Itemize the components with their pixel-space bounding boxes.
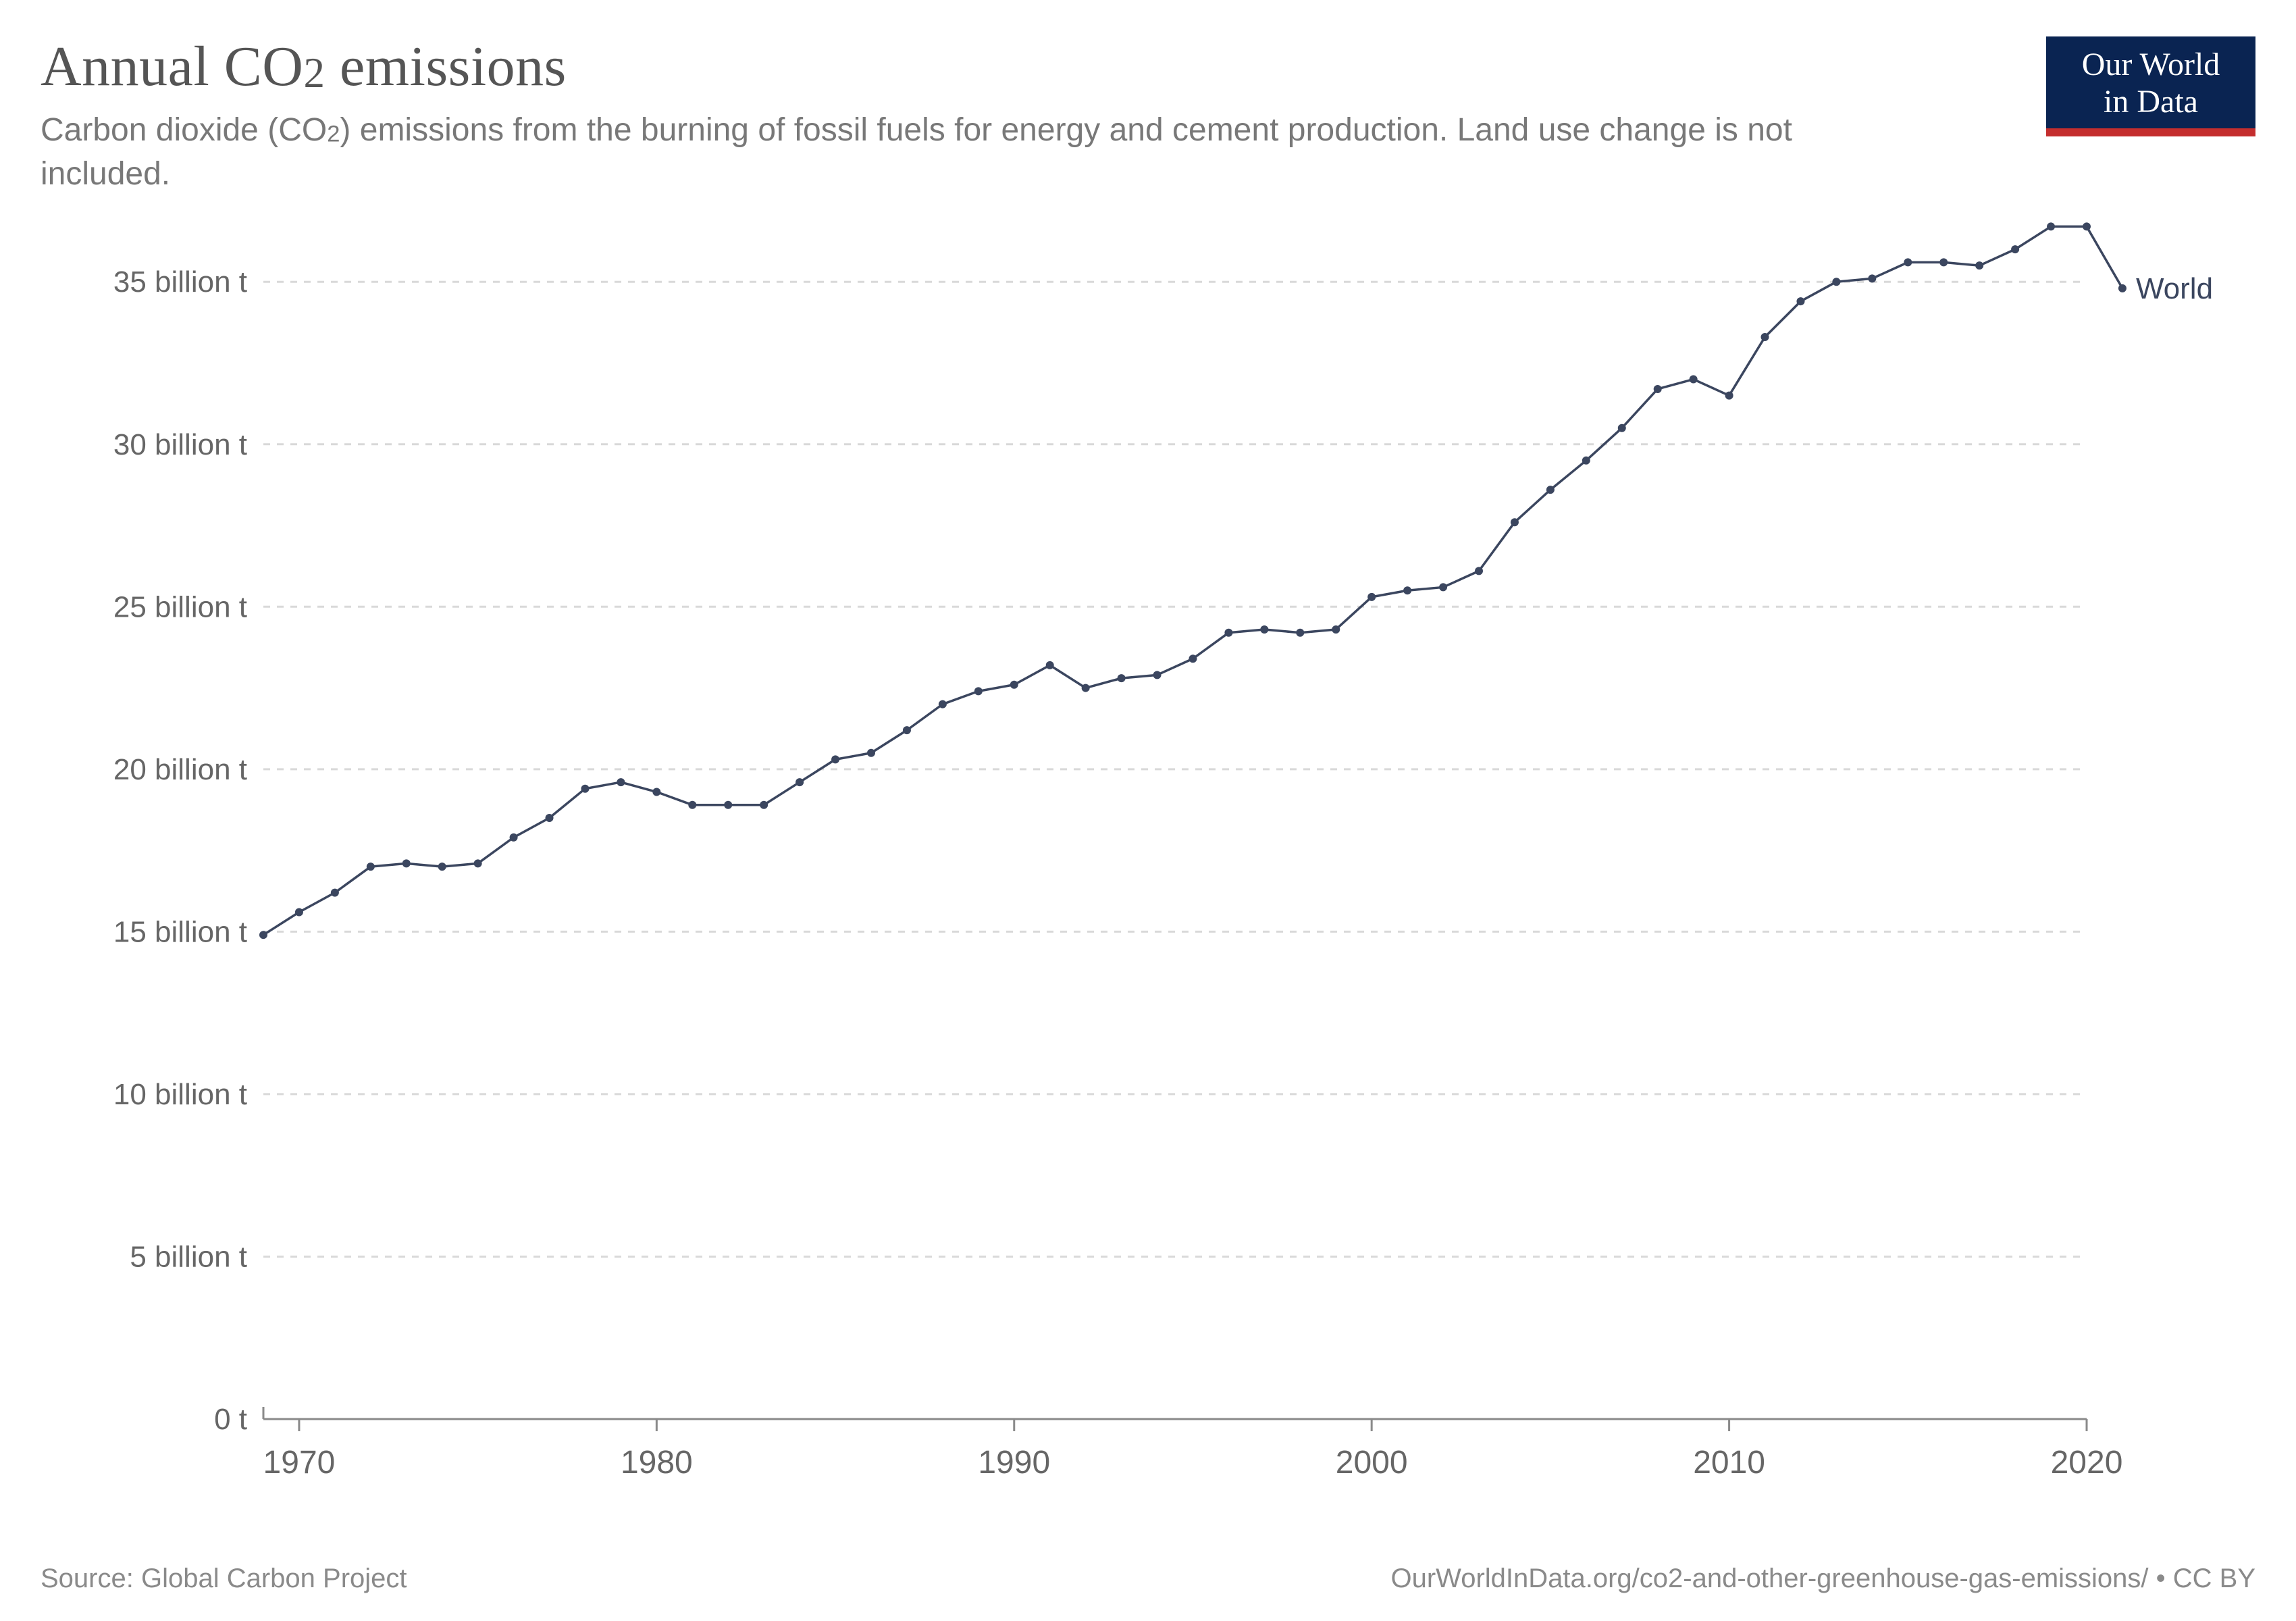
data-point — [1582, 456, 1590, 464]
data-point — [2083, 222, 2091, 230]
data-point — [1796, 297, 1804, 305]
subtitle-text-pre: Carbon dioxide (CO — [41, 112, 327, 148]
chart-header: Annual CO2 emissions Carbon dioxide (CO2… — [41, 34, 2255, 197]
y-axis-tick-label: 35 billion t — [113, 265, 247, 299]
x-axis-tick-label: 1990 — [978, 1445, 1050, 1481]
owid-logo-accent — [2046, 128, 2255, 136]
data-point — [867, 748, 875, 756]
data-point — [367, 863, 375, 871]
data-point — [295, 908, 303, 916]
owid-logo-line1: Our World — [2082, 47, 2220, 82]
line-chart: 0 t 5 billion t 10 billion t 15 billion t 20… — [41, 217, 2255, 1520]
data-point — [1511, 518, 1519, 526]
data-point — [1010, 680, 1018, 688]
data-point — [402, 859, 411, 867]
title-text-pre: Annual CO — [41, 35, 303, 98]
data-point — [1189, 654, 1197, 663]
data-point — [903, 726, 911, 734]
series-label: World — [2136, 272, 2213, 305]
data-point — [1367, 592, 1376, 600]
chart-footer: Source: Global Carbon Project OurWorldIn… — [41, 1564, 2255, 1594]
y-axis-tick-label: 25 billion t — [113, 590, 247, 623]
data-point — [2118, 284, 2127, 292]
y-axis-tick-label: 30 billion t — [113, 428, 247, 461]
data-point — [1832, 278, 1840, 286]
data-point — [688, 800, 696, 808]
data-point — [831, 755, 839, 763]
data-point — [1618, 423, 1626, 432]
attribution-text: OurWorldInData.org/co2-and-other-greenho… — [1390, 1564, 2255, 1594]
y-axis-tick-label: 5 billion t — [130, 1240, 247, 1273]
data-point — [939, 700, 947, 708]
source-text: Source: Global Carbon Project — [41, 1564, 407, 1594]
y-axis-tick-label: 15 billion t — [113, 915, 247, 948]
data-point — [1224, 628, 1232, 636]
subtitle-subscript: 2 — [327, 122, 340, 147]
data-point — [331, 888, 339, 896]
data-point — [259, 931, 267, 939]
data-point — [1904, 258, 1912, 266]
data-point — [474, 859, 482, 867]
data-point — [1761, 333, 1769, 341]
data-point — [724, 800, 732, 808]
data-point — [1439, 583, 1447, 591]
data-point — [1475, 567, 1483, 575]
owid-logo: Our World in Data — [2046, 36, 2255, 136]
page: Annual CO2 emissions Carbon dioxide (CO2… — [0, 0, 2296, 1621]
owid-logo-text: Our World in Data — [2046, 36, 2255, 128]
data-point — [760, 800, 768, 808]
data-point — [1403, 586, 1411, 594]
x-axis-tick-label: 2010 — [1693, 1445, 1765, 1481]
data-point — [617, 778, 625, 786]
chart-title: Annual CO2 emissions — [41, 34, 2255, 99]
data-point — [1082, 684, 1090, 692]
chart-area: 0 t 5 billion t 10 billion t 15 billion t 20… — [41, 217, 2255, 1524]
data-point — [1046, 661, 1054, 669]
data-point — [974, 687, 983, 695]
series-line — [263, 226, 2122, 935]
data-point — [795, 778, 804, 786]
title-subscript: 2 — [303, 49, 325, 97]
x-axis-tick-label: 1980 — [621, 1445, 693, 1481]
y-axis-tick-label: 20 billion t — [113, 752, 247, 786]
data-point — [652, 788, 660, 796]
data-point — [1868, 274, 1876, 282]
data-point — [581, 784, 589, 792]
x-axis-tick-label: 1970 — [263, 1445, 336, 1481]
data-point — [1725, 391, 1733, 399]
chart-subtitle: Carbon dioxide (CO2) emissions from the … — [41, 109, 1864, 197]
data-point — [1690, 375, 1698, 383]
data-point — [1260, 625, 1268, 634]
data-point — [1153, 671, 1162, 679]
data-point — [1296, 628, 1304, 636]
data-point — [1546, 486, 1555, 494]
data-point — [2011, 245, 2019, 253]
x-axis-tick-label: 2000 — [1336, 1445, 1408, 1481]
owid-logo-line2: in Data — [2104, 84, 2198, 120]
x-axis-tick-label: 2020 — [2051, 1445, 2123, 1481]
data-point — [510, 833, 518, 841]
data-point — [546, 814, 554, 822]
data-point — [1118, 674, 1126, 682]
data-point — [1939, 258, 1948, 266]
y-axis-tick-label: 0 t — [214, 1403, 247, 1436]
data-point — [1975, 261, 1983, 269]
data-point — [2047, 222, 2055, 230]
y-axis-tick-label: 10 billion t — [113, 1078, 247, 1111]
data-point — [1654, 385, 1662, 393]
title-text-post: emissions — [325, 35, 566, 98]
data-point — [438, 863, 446, 871]
data-point — [1332, 625, 1340, 634]
